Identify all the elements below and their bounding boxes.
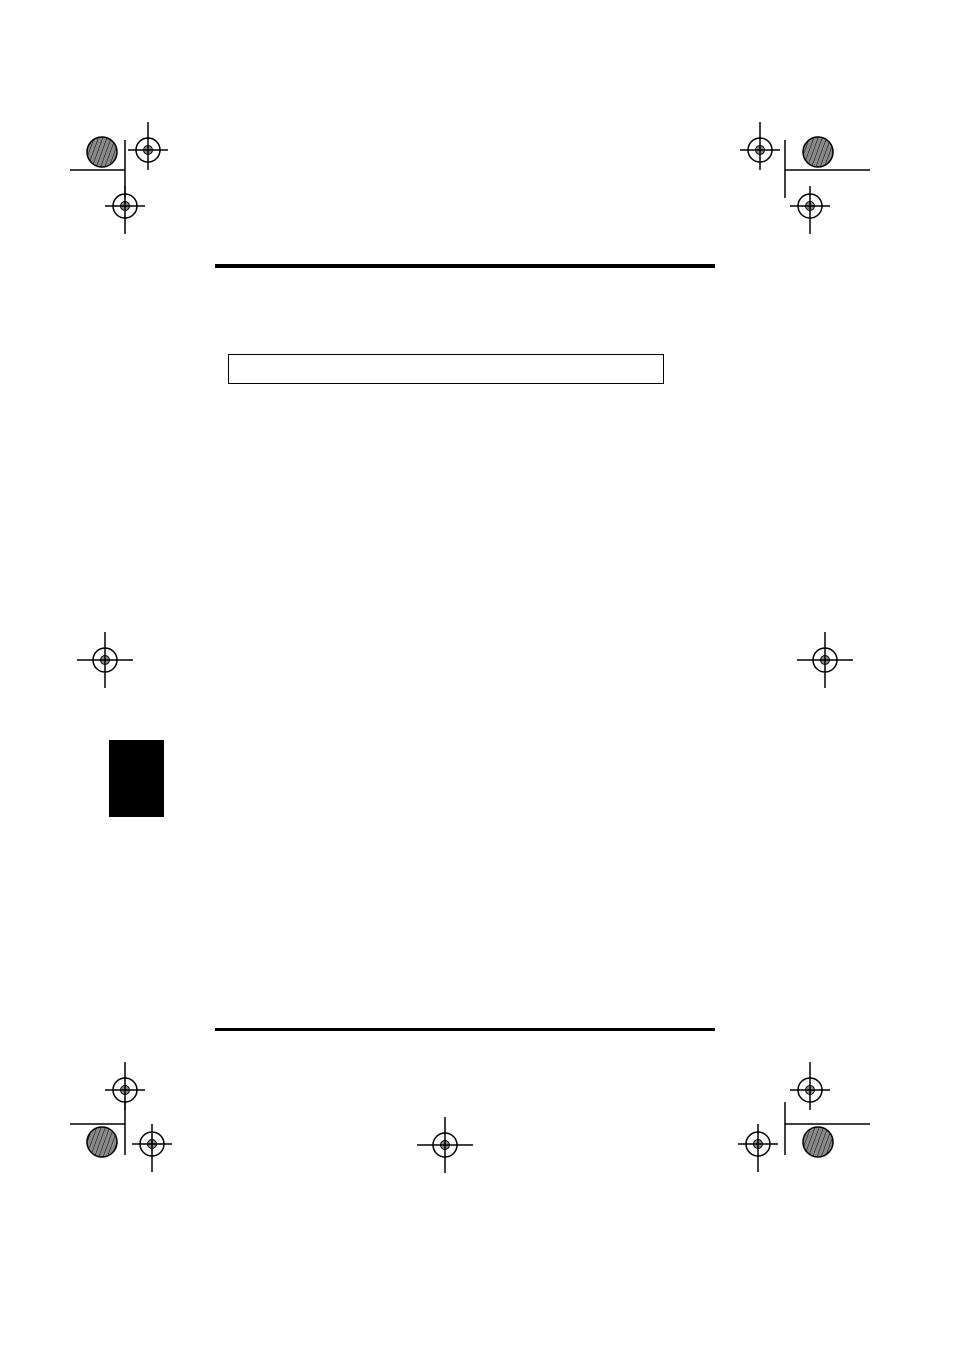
registration-mark-bottom-right — [720, 1060, 870, 1190]
content-box — [228, 354, 664, 384]
registration-mark-top-left — [70, 110, 190, 240]
registration-mark-top-right — [730, 110, 870, 240]
bottom-rule — [215, 1028, 715, 1031]
page-root — [0, 0, 954, 1351]
registration-mark-mid-left — [70, 625, 140, 695]
registration-mark-bottom-left — [70, 1060, 200, 1190]
registration-mark-mid-right — [790, 625, 860, 695]
registration-mark-bottom-center — [410, 1110, 480, 1180]
top-rule — [215, 264, 715, 268]
side-tab — [109, 740, 164, 817]
